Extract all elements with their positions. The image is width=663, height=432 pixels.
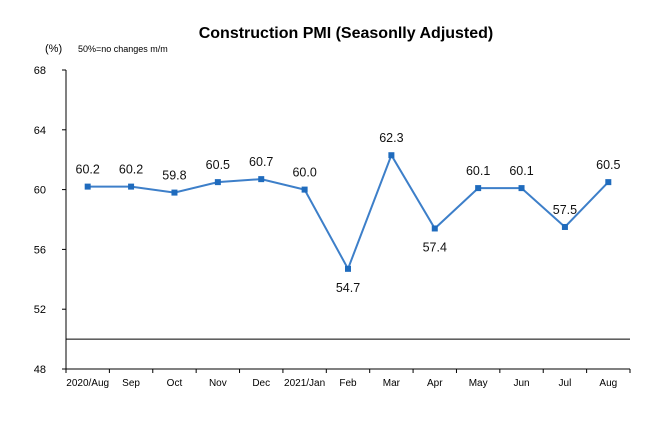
y-unit-label: (%) (45, 43, 62, 55)
y-tick-label: 64 (34, 125, 46, 137)
data-label: 60.2 (119, 163, 143, 177)
x-axis-ticks: 2020/Aug Sep Oct Nov Dec 2021/Jan Feb Mar Apr May… (65, 369, 631, 389)
y-tick-label: 56 (34, 244, 46, 256)
x-tick-label: Aug (599, 378, 617, 389)
x-tick-label: Mar (383, 378, 401, 389)
data-point-marker (345, 265, 351, 272)
chart-title: Construction PMI (Seasonlly Adjusted) (199, 25, 494, 42)
x-tick-label: Nov (209, 378, 227, 389)
x-tick-label: May (469, 378, 488, 389)
x-tick-label: Jun (513, 378, 529, 389)
x-tick-label: Apr (427, 378, 443, 389)
data-point-marker (128, 183, 135, 190)
data-point-marker (258, 176, 265, 183)
data-label: 60.7 (249, 155, 273, 169)
data-point-marker (214, 179, 221, 186)
data-point-marker (605, 179, 612, 186)
x-tick-label: Dec (252, 378, 270, 389)
data-label: 57.4 (423, 240, 447, 254)
series-markers (84, 152, 612, 272)
data-label: 57.5 (553, 203, 577, 217)
data-point-marker (431, 225, 438, 232)
data-label: 62.3 (379, 131, 403, 145)
data-point-marker (561, 223, 568, 230)
data-label: 60.2 (76, 163, 100, 177)
data-label: 54.7 (336, 281, 360, 295)
data-label: 59.8 (162, 169, 186, 183)
data-point-marker (301, 186, 308, 193)
data-label: 60.0 (292, 166, 316, 180)
chart-note: 50%=no changes m/m (78, 44, 168, 54)
data-label: 60.1 (509, 164, 533, 178)
x-tick-label: Feb (339, 378, 357, 389)
data-labels: 60.2 60.2 59.8 60.5 60.7 60.0 54.7 62.3 57.4 60.1… (76, 131, 621, 295)
axes (65, 70, 630, 370)
x-tick-label: Jul (559, 378, 572, 389)
y-tick-label: 52 (34, 304, 46, 316)
data-point-marker (518, 185, 525, 192)
y-tick-label: 60 (34, 185, 46, 197)
data-point-marker (388, 152, 395, 159)
data-point-marker (84, 183, 91, 190)
y-tick-label: 48 (34, 364, 46, 376)
data-label: 60.5 (596, 158, 620, 172)
x-tick-label: Oct (167, 378, 183, 389)
x-tick-label: Sep (122, 378, 140, 389)
data-point-marker (475, 185, 482, 192)
y-axis-ticks: 48 52 56 60 64 68 (34, 65, 66, 376)
y-tick-label: 68 (34, 65, 46, 77)
data-label: 60.1 (466, 164, 490, 178)
data-label: 60.5 (206, 158, 230, 172)
x-tick-label: 2020/Aug (66, 378, 109, 389)
data-point-marker (171, 189, 178, 196)
x-tick-label: 2021/Jan (284, 378, 325, 389)
